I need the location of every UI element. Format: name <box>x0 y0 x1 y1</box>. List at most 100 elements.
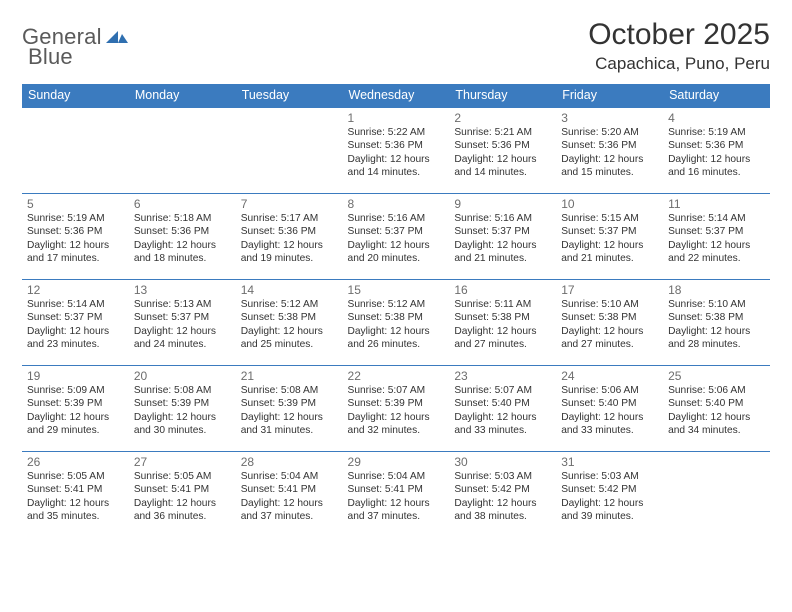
day-detail-text: Sunrise: 5:06 AMSunset: 5:40 PMDaylight:… <box>668 384 765 438</box>
page-header: General October 2025 Capachica, Puno, Pe… <box>22 18 770 74</box>
day-number: 25 <box>668 369 765 383</box>
calendar-day-cell: 18Sunrise: 5:10 AMSunset: 5:38 PMDayligh… <box>663 280 770 366</box>
day-detail-text: Sunrise: 5:12 AMSunset: 5:38 PMDaylight:… <box>348 298 445 352</box>
day-detail-text: Sunrise: 5:14 AMSunset: 5:37 PMDaylight:… <box>668 212 765 266</box>
day-number: 12 <box>27 283 124 297</box>
calendar-day-cell: 2Sunrise: 5:21 AMSunset: 5:36 PMDaylight… <box>449 108 556 194</box>
day-detail-text: Sunrise: 5:04 AMSunset: 5:41 PMDaylight:… <box>348 470 445 524</box>
day-detail-text: Sunrise: 5:12 AMSunset: 5:38 PMDaylight:… <box>241 298 338 352</box>
calendar-day-cell: 10Sunrise: 5:15 AMSunset: 5:37 PMDayligh… <box>556 194 663 280</box>
day-number: 3 <box>561 111 658 125</box>
day-number: 21 <box>241 369 338 383</box>
day-detail-text: Sunrise: 5:19 AMSunset: 5:36 PMDaylight:… <box>668 126 765 180</box>
calendar-day-cell: 25Sunrise: 5:06 AMSunset: 5:40 PMDayligh… <box>663 366 770 452</box>
calendar-day-cell: .... <box>236 108 343 194</box>
calendar-day-cell: 28Sunrise: 5:04 AMSunset: 5:41 PMDayligh… <box>236 452 343 538</box>
calendar-header-row: SundayMondayTuesdayWednesdayThursdayFrid… <box>22 84 770 108</box>
calendar-day-cell: 21Sunrise: 5:08 AMSunset: 5:39 PMDayligh… <box>236 366 343 452</box>
calendar-day-cell: 26Sunrise: 5:05 AMSunset: 5:41 PMDayligh… <box>22 452 129 538</box>
day-number: 9 <box>454 197 551 211</box>
logo-blue-row: Blue <box>28 44 73 70</box>
calendar-day-cell: 14Sunrise: 5:12 AMSunset: 5:38 PMDayligh… <box>236 280 343 366</box>
day-number: 26 <box>27 455 124 469</box>
day-detail-text: Sunrise: 5:05 AMSunset: 5:41 PMDaylight:… <box>27 470 124 524</box>
day-number: 6 <box>134 197 231 211</box>
calendar-day-cell: 5Sunrise: 5:19 AMSunset: 5:36 PMDaylight… <box>22 194 129 280</box>
calendar-day-cell: 3Sunrise: 5:20 AMSunset: 5:36 PMDaylight… <box>556 108 663 194</box>
day-number: 30 <box>454 455 551 469</box>
calendar-header-cell: Saturday <box>663 84 770 108</box>
day-number: 7 <box>241 197 338 211</box>
day-detail-text: Sunrise: 5:03 AMSunset: 5:42 PMDaylight:… <box>454 470 551 524</box>
calendar-day-cell: 27Sunrise: 5:05 AMSunset: 5:41 PMDayligh… <box>129 452 236 538</box>
day-number: 17 <box>561 283 658 297</box>
day-detail-text: Sunrise: 5:06 AMSunset: 5:40 PMDaylight:… <box>561 384 658 438</box>
calendar-header-cell: Sunday <box>22 84 129 108</box>
day-number: 14 <box>241 283 338 297</box>
location-label: Capachica, Puno, Peru <box>588 54 770 74</box>
logo-text-blue: Blue <box>28 44 73 69</box>
calendar-day-cell: 11Sunrise: 5:14 AMSunset: 5:37 PMDayligh… <box>663 194 770 280</box>
calendar-day-cell: 12Sunrise: 5:14 AMSunset: 5:37 PMDayligh… <box>22 280 129 366</box>
day-detail-text: Sunrise: 5:08 AMSunset: 5:39 PMDaylight:… <box>134 384 231 438</box>
day-number: 4 <box>668 111 765 125</box>
calendar-header-cell: Thursday <box>449 84 556 108</box>
calendar-day-cell: 8Sunrise: 5:16 AMSunset: 5:37 PMDaylight… <box>343 194 450 280</box>
calendar-day-cell: 30Sunrise: 5:03 AMSunset: 5:42 PMDayligh… <box>449 452 556 538</box>
calendar-day-cell: 9Sunrise: 5:16 AMSunset: 5:37 PMDaylight… <box>449 194 556 280</box>
calendar-day-cell: 4Sunrise: 5:19 AMSunset: 5:36 PMDaylight… <box>663 108 770 194</box>
calendar-day-cell: 7Sunrise: 5:17 AMSunset: 5:36 PMDaylight… <box>236 194 343 280</box>
calendar-day-cell: 23Sunrise: 5:07 AMSunset: 5:40 PMDayligh… <box>449 366 556 452</box>
calendar-day-cell: 22Sunrise: 5:07 AMSunset: 5:39 PMDayligh… <box>343 366 450 452</box>
day-detail-text: Sunrise: 5:11 AMSunset: 5:38 PMDaylight:… <box>454 298 551 352</box>
day-detail-text: Sunrise: 5:04 AMSunset: 5:41 PMDaylight:… <box>241 470 338 524</box>
calendar-week-row: 19Sunrise: 5:09 AMSunset: 5:39 PMDayligh… <box>22 366 770 452</box>
calendar-day-cell: 13Sunrise: 5:13 AMSunset: 5:37 PMDayligh… <box>129 280 236 366</box>
calendar-day-cell: .... <box>663 452 770 538</box>
day-detail-text: Sunrise: 5:16 AMSunset: 5:37 PMDaylight:… <box>454 212 551 266</box>
month-title: October 2025 <box>588 18 770 52</box>
day-detail-text: Sunrise: 5:10 AMSunset: 5:38 PMDaylight:… <box>668 298 765 352</box>
calendar-day-cell: 19Sunrise: 5:09 AMSunset: 5:39 PMDayligh… <box>22 366 129 452</box>
day-detail-text: Sunrise: 5:20 AMSunset: 5:36 PMDaylight:… <box>561 126 658 180</box>
calendar-header-cell: Tuesday <box>236 84 343 108</box>
calendar-week-row: 5Sunrise: 5:19 AMSunset: 5:36 PMDaylight… <box>22 194 770 280</box>
day-detail-text: Sunrise: 5:14 AMSunset: 5:37 PMDaylight:… <box>27 298 124 352</box>
day-number: 5 <box>27 197 124 211</box>
day-detail-text: Sunrise: 5:08 AMSunset: 5:39 PMDaylight:… <box>241 384 338 438</box>
calendar-day-cell: 20Sunrise: 5:08 AMSunset: 5:39 PMDayligh… <box>129 366 236 452</box>
day-detail-text: Sunrise: 5:16 AMSunset: 5:37 PMDaylight:… <box>348 212 445 266</box>
day-detail-text: Sunrise: 5:17 AMSunset: 5:36 PMDaylight:… <box>241 212 338 266</box>
day-number: 1 <box>348 111 445 125</box>
day-detail-text: Sunrise: 5:09 AMSunset: 5:39 PMDaylight:… <box>27 384 124 438</box>
day-detail-text: Sunrise: 5:10 AMSunset: 5:38 PMDaylight:… <box>561 298 658 352</box>
day-number: 31 <box>561 455 658 469</box>
calendar-day-cell: 6Sunrise: 5:18 AMSunset: 5:36 PMDaylight… <box>129 194 236 280</box>
day-number: 16 <box>454 283 551 297</box>
day-detail-text: Sunrise: 5:07 AMSunset: 5:39 PMDaylight:… <box>348 384 445 438</box>
day-number: 22 <box>348 369 445 383</box>
logo-mark-icon <box>106 27 128 48</box>
calendar-day-cell: 24Sunrise: 5:06 AMSunset: 5:40 PMDayligh… <box>556 366 663 452</box>
calendar-header-cell: Wednesday <box>343 84 450 108</box>
calendar-day-cell: 31Sunrise: 5:03 AMSunset: 5:42 PMDayligh… <box>556 452 663 538</box>
day-number: 10 <box>561 197 658 211</box>
day-detail-text: Sunrise: 5:03 AMSunset: 5:42 PMDaylight:… <box>561 470 658 524</box>
calendar-week-row: ............1Sunrise: 5:22 AMSunset: 5:3… <box>22 108 770 194</box>
day-number: 18 <box>668 283 765 297</box>
calendar-day-cell: .... <box>22 108 129 194</box>
day-detail-text: Sunrise: 5:18 AMSunset: 5:36 PMDaylight:… <box>134 212 231 266</box>
day-number: 23 <box>454 369 551 383</box>
day-number: 2 <box>454 111 551 125</box>
calendar-header-cell: Friday <box>556 84 663 108</box>
calendar-week-row: 26Sunrise: 5:05 AMSunset: 5:41 PMDayligh… <box>22 452 770 538</box>
day-number: 28 <box>241 455 338 469</box>
calendar-day-cell: .... <box>129 108 236 194</box>
day-number: 27 <box>134 455 231 469</box>
calendar-header-cell: Monday <box>129 84 236 108</box>
day-detail-text: Sunrise: 5:21 AMSunset: 5:36 PMDaylight:… <box>454 126 551 180</box>
title-block: October 2025 Capachica, Puno, Peru <box>588 18 770 74</box>
calendar-day-cell: 16Sunrise: 5:11 AMSunset: 5:38 PMDayligh… <box>449 280 556 366</box>
day-number: 13 <box>134 283 231 297</box>
calendar-day-cell: 15Sunrise: 5:12 AMSunset: 5:38 PMDayligh… <box>343 280 450 366</box>
